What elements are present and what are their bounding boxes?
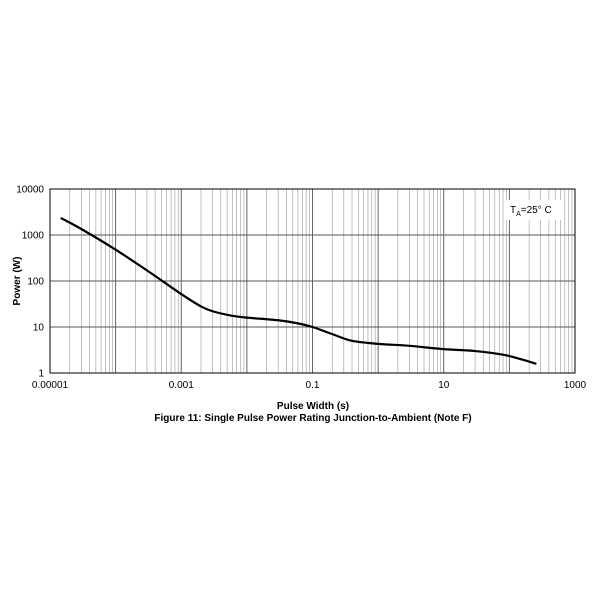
x-axis-label: Pulse Width (s) [277,401,349,412]
x-tick-label: 0.001 [169,380,194,391]
y-axis-label: Power (W) [12,257,23,306]
y-tick-label: 1000 [22,231,45,242]
annotation-rest: =25° C [521,205,552,216]
annotation-box [505,200,562,220]
x-tick-label: 0.00001 [32,380,69,391]
figure-caption: Figure 11: Single Pulse Power Rating Jun… [154,413,471,424]
annotation-subscript: A [516,211,521,218]
x-tick-label: 0.1 [306,380,320,391]
y-tick-label: 1 [38,369,44,380]
x-tick-label: 1000 [564,380,587,391]
x-tick-label: 10 [438,380,450,391]
plot-frame [49,188,576,374]
temperature-annotation: TA=25° C [510,205,552,218]
x-tick-labels: 0.00001 0.001 0.1 10 1000 [32,380,587,391]
y-tick-labels: 1 10 100 1000 10000 [16,185,44,380]
series-line [60,217,537,365]
y-tick-label: 100 [27,277,44,288]
y-tick-label: 10000 [16,185,44,196]
annotation-main: T [510,205,516,216]
y-tick-label: 10 [33,323,45,334]
